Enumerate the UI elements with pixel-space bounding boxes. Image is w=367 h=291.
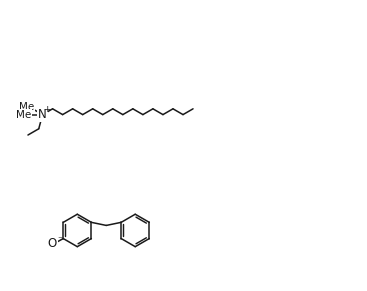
Text: +: +	[43, 105, 51, 114]
Text: O: O	[48, 237, 57, 251]
Text: ⁻: ⁻	[58, 235, 63, 245]
Text: Me: Me	[17, 110, 32, 120]
Text: Me: Me	[19, 102, 34, 112]
Text: N: N	[38, 108, 47, 121]
